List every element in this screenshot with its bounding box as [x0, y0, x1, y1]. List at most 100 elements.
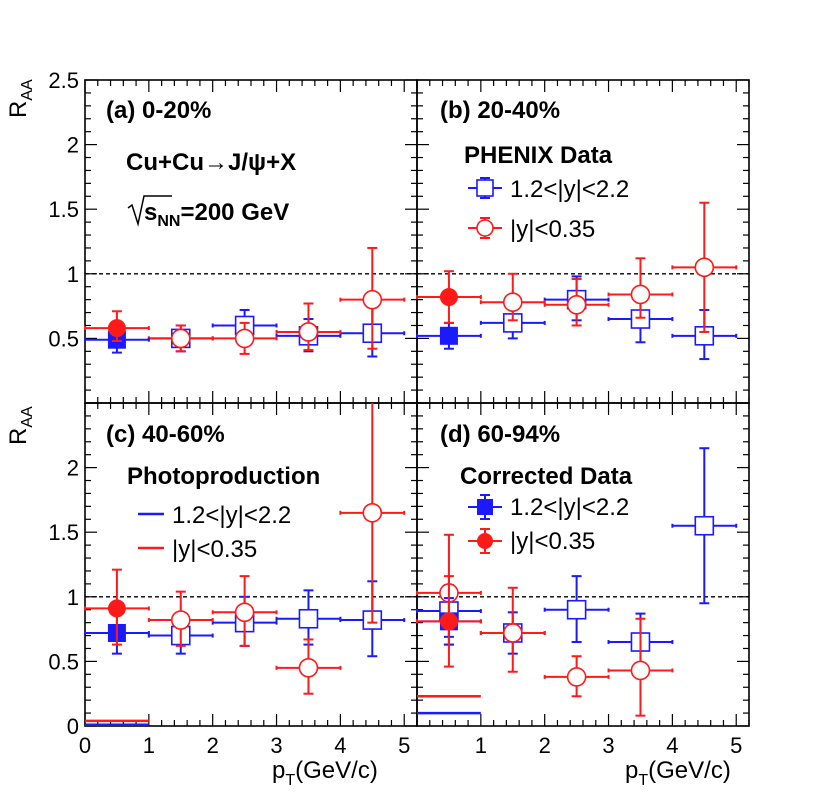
open-circle-marker	[566, 295, 587, 315]
data-point-filled-circle	[84, 568, 150, 646]
open-circle-marker	[170, 610, 191, 630]
y-axis-title-top: RAA	[5, 79, 36, 118]
open-circle-marker	[362, 289, 383, 310]
open-circle-marker	[362, 503, 383, 523]
data-point-open-circle	[479, 272, 546, 322]
data-point-open-circle	[211, 575, 278, 647]
svg-text:|y|<0.35: |y|<0.35	[510, 216, 595, 243]
y-tick-label: 1.5	[48, 520, 79, 545]
data-point-filled-circle	[84, 310, 150, 342]
legend-b-mid: |y|<0.35	[468, 216, 595, 243]
panel-a-label: (a) 0-20%	[106, 97, 211, 124]
svg-text:1.2<|y|<2.2: 1.2<|y|<2.2	[172, 502, 291, 529]
y-tick-label: 0	[67, 714, 79, 739]
open-circle-marker	[234, 328, 255, 349]
filled-circle-marker	[107, 599, 126, 618]
open-square-marker	[566, 599, 587, 620]
x-tick-label: 2	[539, 733, 551, 758]
filled-square-icon	[477, 499, 493, 515]
data-point-open-circle	[543, 277, 610, 327]
x-tick-label: 1	[475, 733, 487, 758]
svg-text:sNN=200 GeV: sNN=200 GeV	[144, 199, 289, 230]
data-point-open-circle	[211, 321, 278, 355]
svg-text:|y|<0.35: |y|<0.35	[172, 536, 257, 563]
x-tick-label: 4	[666, 733, 678, 758]
open-circle-marker	[630, 660, 651, 681]
open-circle-icon	[476, 219, 494, 237]
filled-square-marker	[439, 326, 458, 345]
data-point-open-square	[671, 447, 738, 605]
x-tick-label: 2	[207, 733, 219, 758]
svg-text:|y|<0.35: |y|<0.35	[510, 528, 595, 555]
legend-c-mid: |y|<0.35	[138, 536, 257, 563]
legend-d-fwd: 1.2<|y|<2.2	[468, 494, 629, 521]
open-circle-marker	[630, 284, 651, 305]
open-square-marker	[298, 608, 319, 629]
svg-text:1.2<|y|<2.2: 1.2<|y|<2.2	[510, 494, 629, 521]
open-square-icon	[476, 179, 494, 197]
open-circle-marker	[234, 602, 255, 623]
data-point-open-circle	[147, 324, 214, 353]
open-circle-marker	[566, 667, 587, 687]
data-point-filled-square	[416, 321, 482, 350]
open-circle-marker	[298, 322, 319, 342]
energy-label: sNN=200 GeV	[127, 195, 289, 230]
panel-c-label: (c) 40-60%	[106, 421, 225, 448]
panel-a-frame	[84, 79, 418, 404]
y-tick-label: 0.5	[48, 326, 79, 351]
y-tick-label: 2	[67, 133, 79, 158]
filled-circle-marker	[439, 288, 458, 307]
legend-b-fwd: 1.2<|y|<2.2	[468, 176, 629, 203]
x-axis-title-left: pT(GeV/c)	[272, 757, 378, 789]
data-point-open-circle	[339, 246, 406, 350]
filled-circle-marker	[107, 319, 126, 338]
data-point-open-square	[275, 589, 342, 646]
open-circle-marker	[298, 658, 319, 678]
data-point-open-circle	[147, 590, 214, 647]
legend-b-title: PHENIX Data	[464, 142, 613, 169]
y-tick-label: 1	[67, 585, 79, 610]
legend-d-mid: |y|<0.35	[468, 528, 595, 555]
data-point-open-circle	[275, 302, 342, 352]
panel-c-frame	[84, 402, 418, 727]
open-circle-marker	[502, 292, 523, 313]
data-point-filled-circle	[416, 270, 482, 324]
y-axis-title-bottom: RAA	[5, 406, 36, 445]
data-point-open-circle	[607, 257, 674, 319]
filled-circle-marker	[439, 612, 458, 631]
x-tick-label: 1	[143, 733, 155, 758]
data-point-open-circle	[671, 201, 738, 333]
panels-layer: 0.5 1 1.5 2 2.5 0 0.5 1 1.5 2 0 1 2 3 4 5 1 2 3 4 5	[48, 68, 750, 758]
open-square-marker	[694, 515, 715, 536]
x-tick-label: 5	[730, 733, 742, 758]
x-tick-label: 5	[398, 733, 410, 758]
x-tick-label: 3	[602, 733, 614, 758]
y-tick-label: 2.5	[48, 68, 79, 93]
y-tick-label: 1.5	[48, 197, 79, 222]
reaction-label: Cu+Cu→J/ψ+X	[126, 149, 296, 176]
open-circle-marker	[694, 257, 715, 278]
y-tick-label: 2	[67, 456, 79, 481]
panel-b-label: (b) 20-40%	[440, 97, 560, 124]
data-point-open-square	[543, 575, 610, 644]
open-circle-marker	[170, 328, 191, 349]
open-circle-marker	[502, 623, 523, 643]
legend-c-fwd: 1.2<|y|<2.2	[138, 502, 291, 529]
legend-d-title: Corrected Data	[460, 463, 633, 490]
data-point-open-circle	[607, 617, 674, 717]
marks-layer	[84, 201, 738, 726]
data-point-open-circle	[339, 403, 406, 624]
data-point-open-circle	[543, 655, 610, 698]
x-tick-label: 4	[334, 733, 346, 758]
data-point-filled-circle	[416, 575, 482, 668]
x-axis-title-right: pT(GeV/c)	[625, 757, 731, 789]
sqrt-sign-icon	[127, 195, 172, 227]
svg-text:1.2<|y|<2.2: 1.2<|y|<2.2	[510, 176, 629, 203]
y-tick-label: 1	[67, 262, 79, 287]
y-tick-label: 0.5	[48, 649, 79, 674]
x-tick-label: 3	[270, 733, 282, 758]
data-point-open-circle	[275, 638, 342, 695]
filled-circle-icon	[477, 533, 493, 549]
x-tick-label: 0	[79, 733, 91, 758]
